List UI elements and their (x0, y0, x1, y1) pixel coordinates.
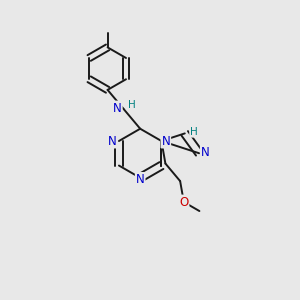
Text: O: O (179, 196, 188, 208)
Text: H: H (190, 127, 198, 137)
Text: N: N (136, 173, 145, 186)
Text: N: N (201, 146, 210, 159)
Text: H: H (128, 100, 135, 110)
Text: N: N (113, 101, 122, 115)
Text: N: N (161, 134, 170, 148)
Text: N: N (108, 134, 116, 148)
